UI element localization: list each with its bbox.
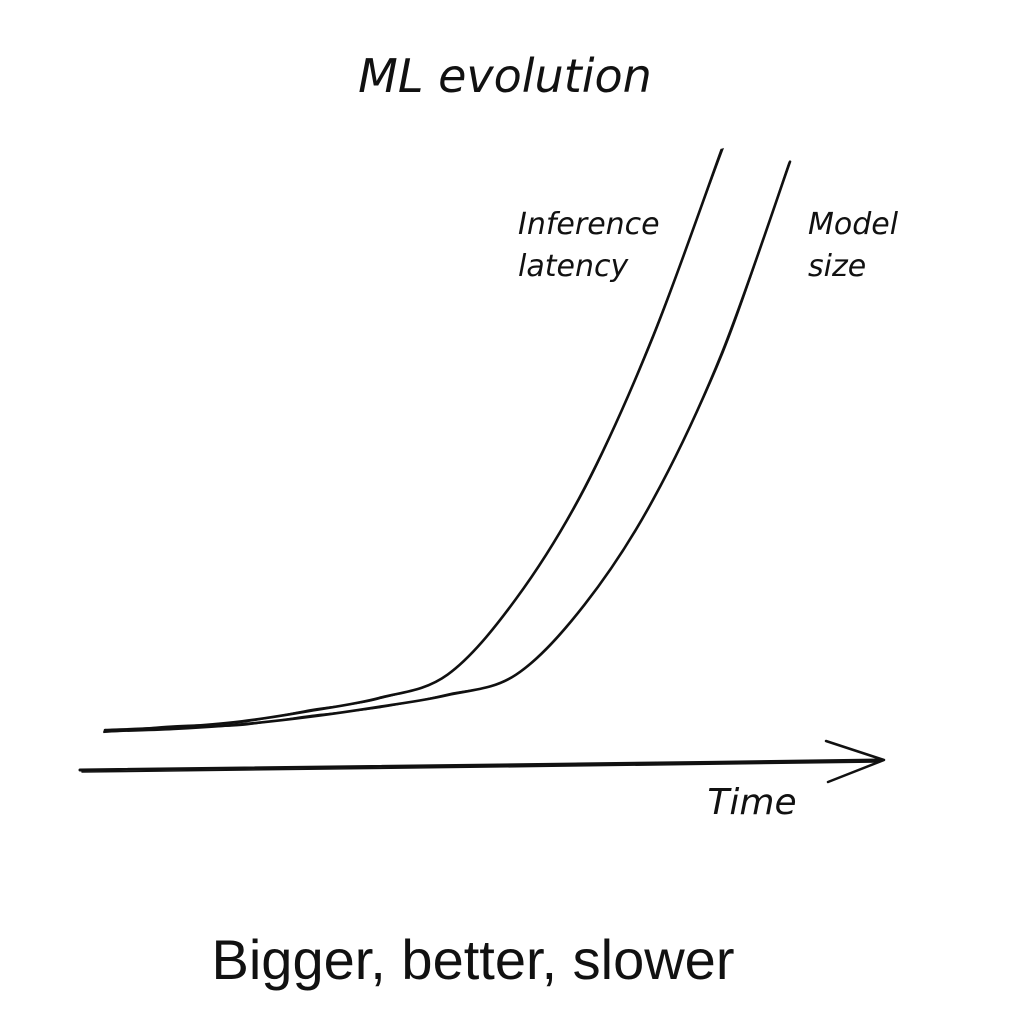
series-lines xyxy=(103,147,792,734)
series-label-line: latency xyxy=(518,249,629,284)
caption: Bigger, better, slower xyxy=(211,928,735,991)
series-line-inference-latency-retrace xyxy=(103,147,724,732)
series-label-model-size: Model size xyxy=(808,207,899,284)
series-label-line: Inference xyxy=(518,207,660,242)
chart-title: ML evolution xyxy=(358,49,652,103)
x-axis-label: Time xyxy=(707,782,796,823)
x-axis-arrowhead xyxy=(824,739,886,784)
x-axis-line-retrace xyxy=(81,761,879,773)
series-label-line: Model xyxy=(808,207,899,242)
x-axis: Time xyxy=(78,739,886,823)
series-line-model-size-retrace xyxy=(103,162,790,734)
x-axis-line xyxy=(78,758,882,772)
series-label-inference-latency: Inference latency xyxy=(518,207,660,284)
series-labels: Inference latency Model size xyxy=(518,207,899,284)
series-label-line: size xyxy=(808,249,866,284)
